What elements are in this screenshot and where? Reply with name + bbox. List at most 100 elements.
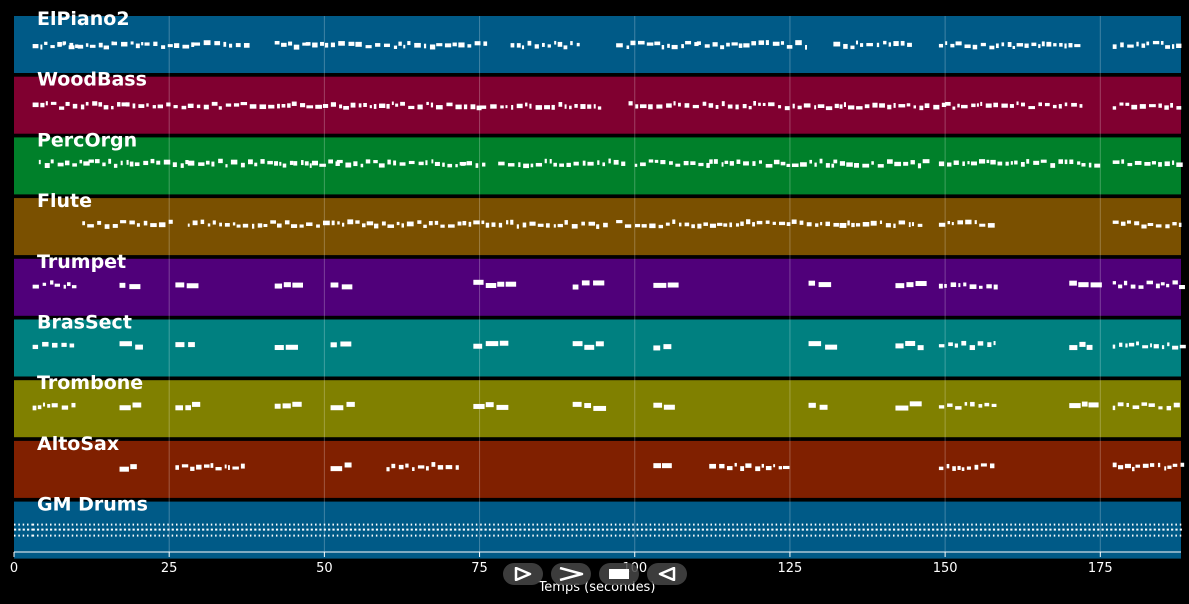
note [523, 534, 526, 537]
note [319, 534, 321, 537]
note [102, 162, 106, 167]
note [735, 104, 739, 110]
note [172, 162, 177, 168]
note [693, 523, 695, 526]
note [341, 523, 343, 526]
note [819, 534, 821, 537]
note [947, 403, 953, 407]
note [975, 534, 978, 537]
note-cluster [498, 158, 626, 169]
note [267, 534, 269, 537]
note [961, 104, 968, 109]
note [47, 404, 51, 408]
note [1179, 523, 1182, 526]
note [77, 44, 84, 49]
note [315, 523, 317, 526]
note [1140, 528, 1143, 531]
note [630, 40, 636, 46]
note [130, 41, 134, 45]
note [888, 523, 891, 526]
note [283, 282, 291, 288]
note [214, 41, 221, 46]
note [675, 528, 678, 531]
note [619, 523, 621, 526]
note [519, 534, 521, 537]
note [801, 523, 804, 526]
note [536, 534, 539, 537]
note [975, 528, 978, 531]
forward-button[interactable] [551, 563, 591, 585]
note [766, 534, 769, 537]
note [797, 523, 799, 526]
note [653, 463, 662, 469]
stop-button[interactable] [599, 563, 639, 585]
note-cluster [839, 102, 947, 111]
note [1153, 534, 1156, 537]
note [519, 523, 521, 526]
note-cluster [1112, 341, 1186, 350]
note [445, 523, 447, 526]
note [145, 534, 148, 537]
note-cluster [274, 344, 298, 351]
note [938, 283, 943, 289]
note [236, 523, 239, 526]
note [532, 534, 534, 537]
note [145, 528, 148, 531]
note [601, 523, 604, 526]
note [1036, 523, 1038, 526]
note [454, 528, 457, 531]
note [653, 402, 663, 408]
note [626, 45, 630, 50]
note [320, 41, 324, 46]
note [823, 528, 826, 531]
note [123, 528, 127, 531]
note [567, 528, 570, 531]
note [344, 462, 352, 468]
note [693, 528, 696, 531]
play-button[interactable] [503, 563, 543, 585]
note [511, 104, 514, 110]
note [580, 534, 582, 537]
note [63, 284, 66, 289]
note [1118, 284, 1123, 289]
rewind-button[interactable] [647, 563, 687, 585]
note [721, 101, 725, 107]
note [1126, 402, 1129, 407]
note [1097, 523, 1099, 526]
note [1134, 160, 1142, 165]
note [97, 534, 100, 537]
note [529, 221, 536, 226]
note [432, 523, 434, 526]
note [572, 341, 583, 347]
note [141, 534, 143, 537]
note [810, 528, 813, 531]
note [98, 102, 103, 107]
note [1032, 528, 1035, 531]
note-cluster [187, 101, 286, 110]
note [952, 466, 956, 471]
note [988, 523, 991, 526]
note [836, 523, 838, 526]
note [527, 40, 532, 46]
note [1001, 528, 1004, 531]
note [940, 523, 943, 526]
note [588, 534, 591, 537]
note [345, 162, 352, 168]
note [765, 163, 773, 168]
note [814, 105, 817, 110]
note [32, 44, 39, 49]
note [174, 43, 180, 48]
note [834, 103, 839, 109]
note [40, 102, 45, 108]
note [1045, 534, 1047, 537]
note [884, 523, 886, 526]
note [870, 220, 877, 226]
note [1151, 161, 1156, 165]
note [156, 160, 161, 165]
note [506, 523, 508, 526]
note [1144, 528, 1148, 531]
note [1049, 534, 1051, 537]
note [736, 528, 739, 531]
note [649, 223, 656, 229]
note [203, 104, 209, 110]
